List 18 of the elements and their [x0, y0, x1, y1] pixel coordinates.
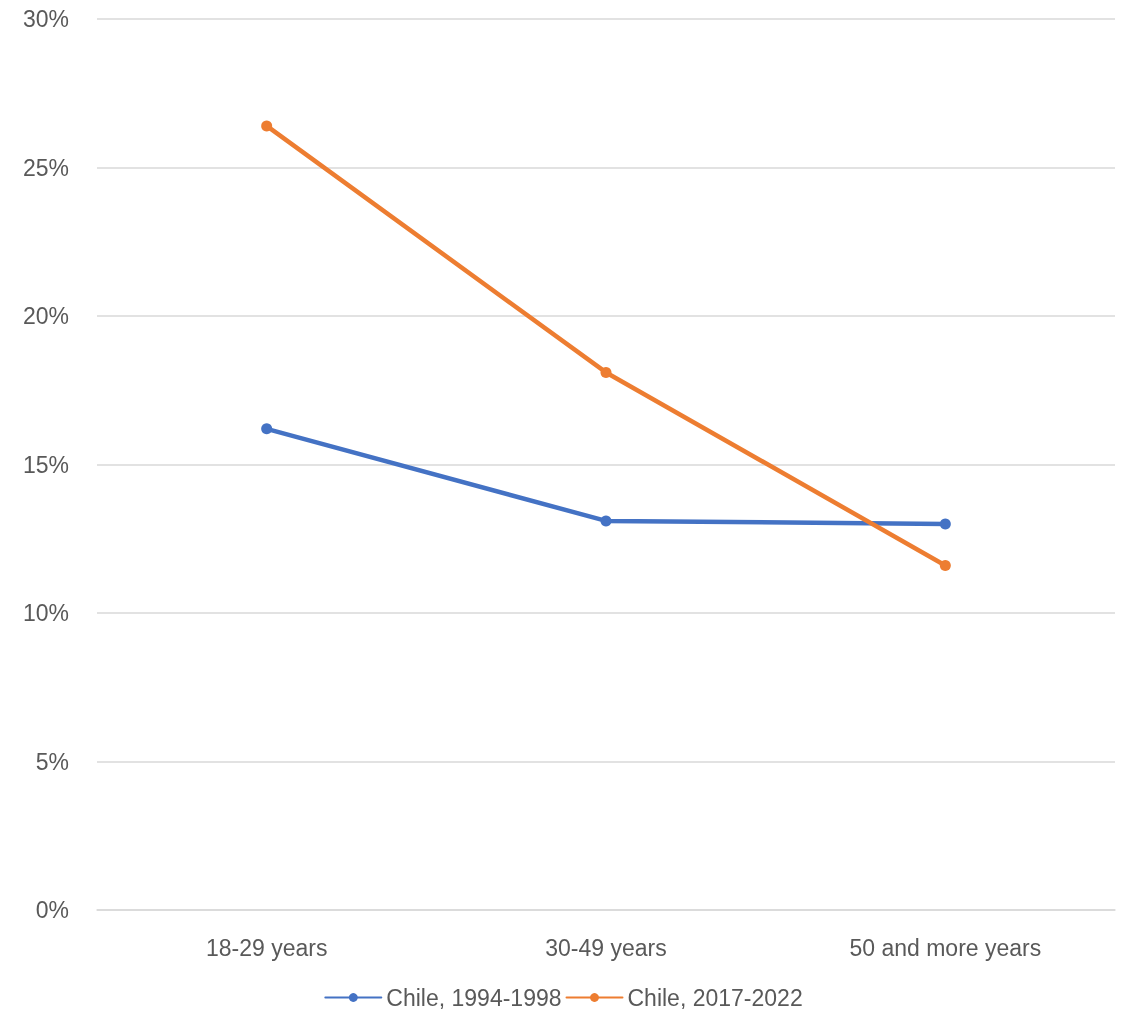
x-tick-label: 18-29 years [205, 934, 328, 961]
point [261, 120, 273, 132]
y-tick-label: 0% [35, 897, 69, 923]
point [939, 559, 951, 571]
y-tick-label: 30% [22, 6, 69, 32]
point [600, 366, 612, 378]
y-tick-label: 5% [35, 748, 69, 775]
point [939, 518, 951, 530]
point [600, 515, 612, 527]
y-tick-label: 25% [22, 154, 69, 181]
legend-label: Chile, 2017-2022 [627, 984, 803, 1011]
legend-label: Chile, 1994-1998 [386, 984, 562, 1011]
y-tick-label: 20% [22, 303, 69, 329]
x-tick-label: 50 and more years [849, 934, 1042, 961]
y-tick-label: 10% [22, 600, 69, 626]
y-tick-label: 15% [22, 451, 69, 478]
point [261, 423, 273, 435]
x-tick-label: 30-49 years [545, 934, 667, 961]
